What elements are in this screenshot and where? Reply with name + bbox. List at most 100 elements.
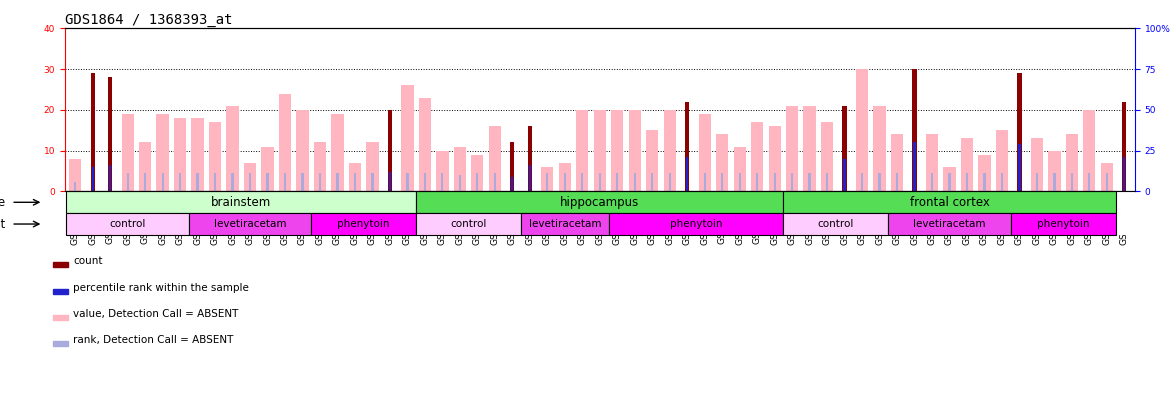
- Bar: [336, 173, 339, 192]
- Text: brainstem: brainstem: [212, 196, 272, 209]
- Bar: [389, 172, 392, 192]
- Bar: [419, 98, 432, 192]
- Bar: [721, 173, 723, 192]
- Bar: [541, 167, 554, 192]
- Bar: [1105, 173, 1108, 192]
- Bar: [856, 69, 868, 192]
- Bar: [1088, 173, 1090, 192]
- Bar: [734, 147, 746, 192]
- Bar: [283, 173, 286, 192]
- Bar: [808, 173, 810, 192]
- Bar: [108, 77, 112, 192]
- Text: phenytoin: phenytoin: [1037, 219, 1089, 229]
- Text: phenytoin: phenytoin: [338, 219, 390, 229]
- Bar: [312, 213, 416, 235]
- Bar: [821, 122, 834, 192]
- Bar: [121, 114, 134, 192]
- Bar: [529, 165, 530, 192]
- Bar: [261, 147, 274, 192]
- Bar: [349, 163, 361, 192]
- Bar: [978, 155, 990, 192]
- Bar: [314, 143, 326, 192]
- Bar: [842, 106, 847, 192]
- Bar: [629, 110, 641, 192]
- Bar: [74, 181, 76, 192]
- Bar: [608, 213, 783, 235]
- Bar: [459, 175, 461, 192]
- Bar: [739, 173, 741, 192]
- Bar: [652, 173, 654, 192]
- Bar: [189, 213, 312, 235]
- Bar: [699, 114, 710, 192]
- Bar: [161, 173, 163, 192]
- Bar: [948, 173, 950, 192]
- Bar: [69, 159, 81, 192]
- Bar: [961, 139, 973, 192]
- Bar: [1018, 144, 1021, 192]
- Bar: [576, 110, 588, 192]
- Text: levetiracetam: levetiracetam: [914, 219, 985, 229]
- Bar: [214, 173, 216, 192]
- Text: percentile rank within the sample: percentile rank within the sample: [73, 283, 249, 292]
- Bar: [354, 173, 356, 192]
- Bar: [1122, 102, 1127, 192]
- Bar: [1048, 151, 1061, 192]
- Bar: [1101, 163, 1112, 192]
- Bar: [891, 134, 903, 192]
- Text: control: control: [109, 219, 146, 229]
- Bar: [109, 165, 112, 192]
- Bar: [943, 167, 956, 192]
- Bar: [528, 126, 532, 192]
- Bar: [472, 155, 483, 192]
- Bar: [1083, 110, 1096, 192]
- Bar: [965, 173, 968, 192]
- Bar: [594, 110, 606, 192]
- Bar: [914, 143, 916, 192]
- Bar: [1054, 173, 1056, 192]
- Bar: [774, 173, 776, 192]
- Text: levetiracetam: levetiracetam: [214, 219, 286, 229]
- Text: GDS1864 / 1368393_at: GDS1864 / 1368393_at: [65, 13, 232, 27]
- Bar: [319, 173, 321, 192]
- Bar: [783, 213, 888, 235]
- Bar: [878, 173, 881, 192]
- Bar: [196, 173, 199, 192]
- Text: tissue: tissue: [0, 196, 6, 209]
- Bar: [1031, 139, 1043, 192]
- Bar: [888, 213, 1010, 235]
- Bar: [192, 118, 203, 192]
- Bar: [436, 151, 448, 192]
- Text: phenytoin: phenytoin: [669, 219, 722, 229]
- Bar: [332, 114, 343, 192]
- Bar: [768, 126, 781, 192]
- Bar: [791, 173, 793, 192]
- Bar: [512, 177, 514, 192]
- Bar: [646, 130, 659, 192]
- Bar: [843, 159, 846, 192]
- Bar: [716, 134, 728, 192]
- Bar: [783, 192, 1116, 213]
- Bar: [931, 173, 933, 192]
- Bar: [861, 173, 863, 192]
- Bar: [476, 173, 479, 192]
- Bar: [663, 110, 676, 192]
- Bar: [454, 147, 466, 192]
- Bar: [301, 173, 303, 192]
- Bar: [581, 173, 583, 192]
- Bar: [372, 173, 374, 192]
- Bar: [826, 173, 828, 192]
- Bar: [546, 173, 548, 192]
- Text: hippocampus: hippocampus: [560, 196, 640, 209]
- Bar: [227, 106, 239, 192]
- Bar: [494, 173, 496, 192]
- Bar: [209, 122, 221, 192]
- Bar: [1071, 173, 1073, 192]
- Bar: [66, 213, 189, 235]
- Bar: [296, 110, 308, 192]
- Bar: [243, 163, 256, 192]
- Bar: [388, 110, 392, 192]
- Bar: [686, 102, 689, 192]
- Bar: [669, 173, 670, 192]
- Bar: [751, 122, 763, 192]
- Bar: [127, 173, 128, 192]
